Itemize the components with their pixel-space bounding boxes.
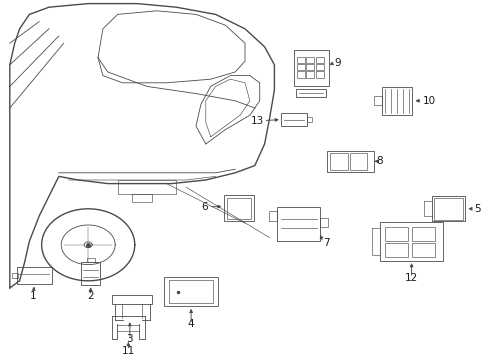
Bar [306,71,315,78]
Bar [382,87,412,115]
Bar [412,243,435,257]
Bar [306,57,315,63]
Bar [320,218,328,227]
Bar [294,50,329,86]
Bar [432,196,465,221]
Bar [118,180,176,194]
Bar [297,64,305,70]
Bar [87,258,95,262]
Bar [385,227,408,241]
Bar [227,198,251,219]
Text: 5: 5 [474,204,481,214]
Bar [434,198,463,220]
Bar [297,57,305,63]
Text: 10: 10 [422,96,436,106]
Bar [385,243,408,257]
Bar [297,71,305,78]
Bar [380,222,443,261]
Text: 3: 3 [126,334,133,344]
Bar [81,262,100,285]
Bar [330,153,347,170]
Bar [269,211,277,221]
Bar [132,194,152,202]
Text: 1: 1 [30,291,37,301]
Text: 2: 2 [87,291,94,301]
Bar [316,57,324,63]
Bar [224,195,254,221]
Text: 8: 8 [376,156,383,166]
Bar [412,227,435,241]
Bar [296,89,326,97]
Bar [316,64,324,70]
Text: 7: 7 [323,238,330,248]
Bar [316,71,324,78]
Bar [327,151,374,172]
Bar [374,96,382,105]
Bar [307,117,312,122]
Text: 12: 12 [405,273,418,283]
Text: 9: 9 [334,58,341,68]
Bar [349,153,368,170]
Bar [306,64,315,70]
Bar [281,113,307,126]
Text: 6: 6 [201,202,208,212]
Text: 4: 4 [188,319,195,329]
Bar [164,277,218,306]
Bar [12,273,18,278]
Bar [17,267,52,284]
Bar [112,295,152,304]
Bar [169,280,213,303]
Text: 13: 13 [250,116,264,126]
Bar [277,207,320,241]
Text: 11: 11 [122,346,135,356]
